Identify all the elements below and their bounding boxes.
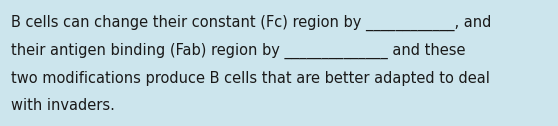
Text: two modifications produce B cells that are better adapted to deal: two modifications produce B cells that a… <box>11 71 490 86</box>
Text: with invaders.: with invaders. <box>11 98 115 113</box>
Text: their antigen binding (Fab) region by ______________ and these: their antigen binding (Fab) region by __… <box>11 43 466 59</box>
Text: B cells can change their constant (Fc) region by ____________, and: B cells can change their constant (Fc) r… <box>11 15 492 31</box>
